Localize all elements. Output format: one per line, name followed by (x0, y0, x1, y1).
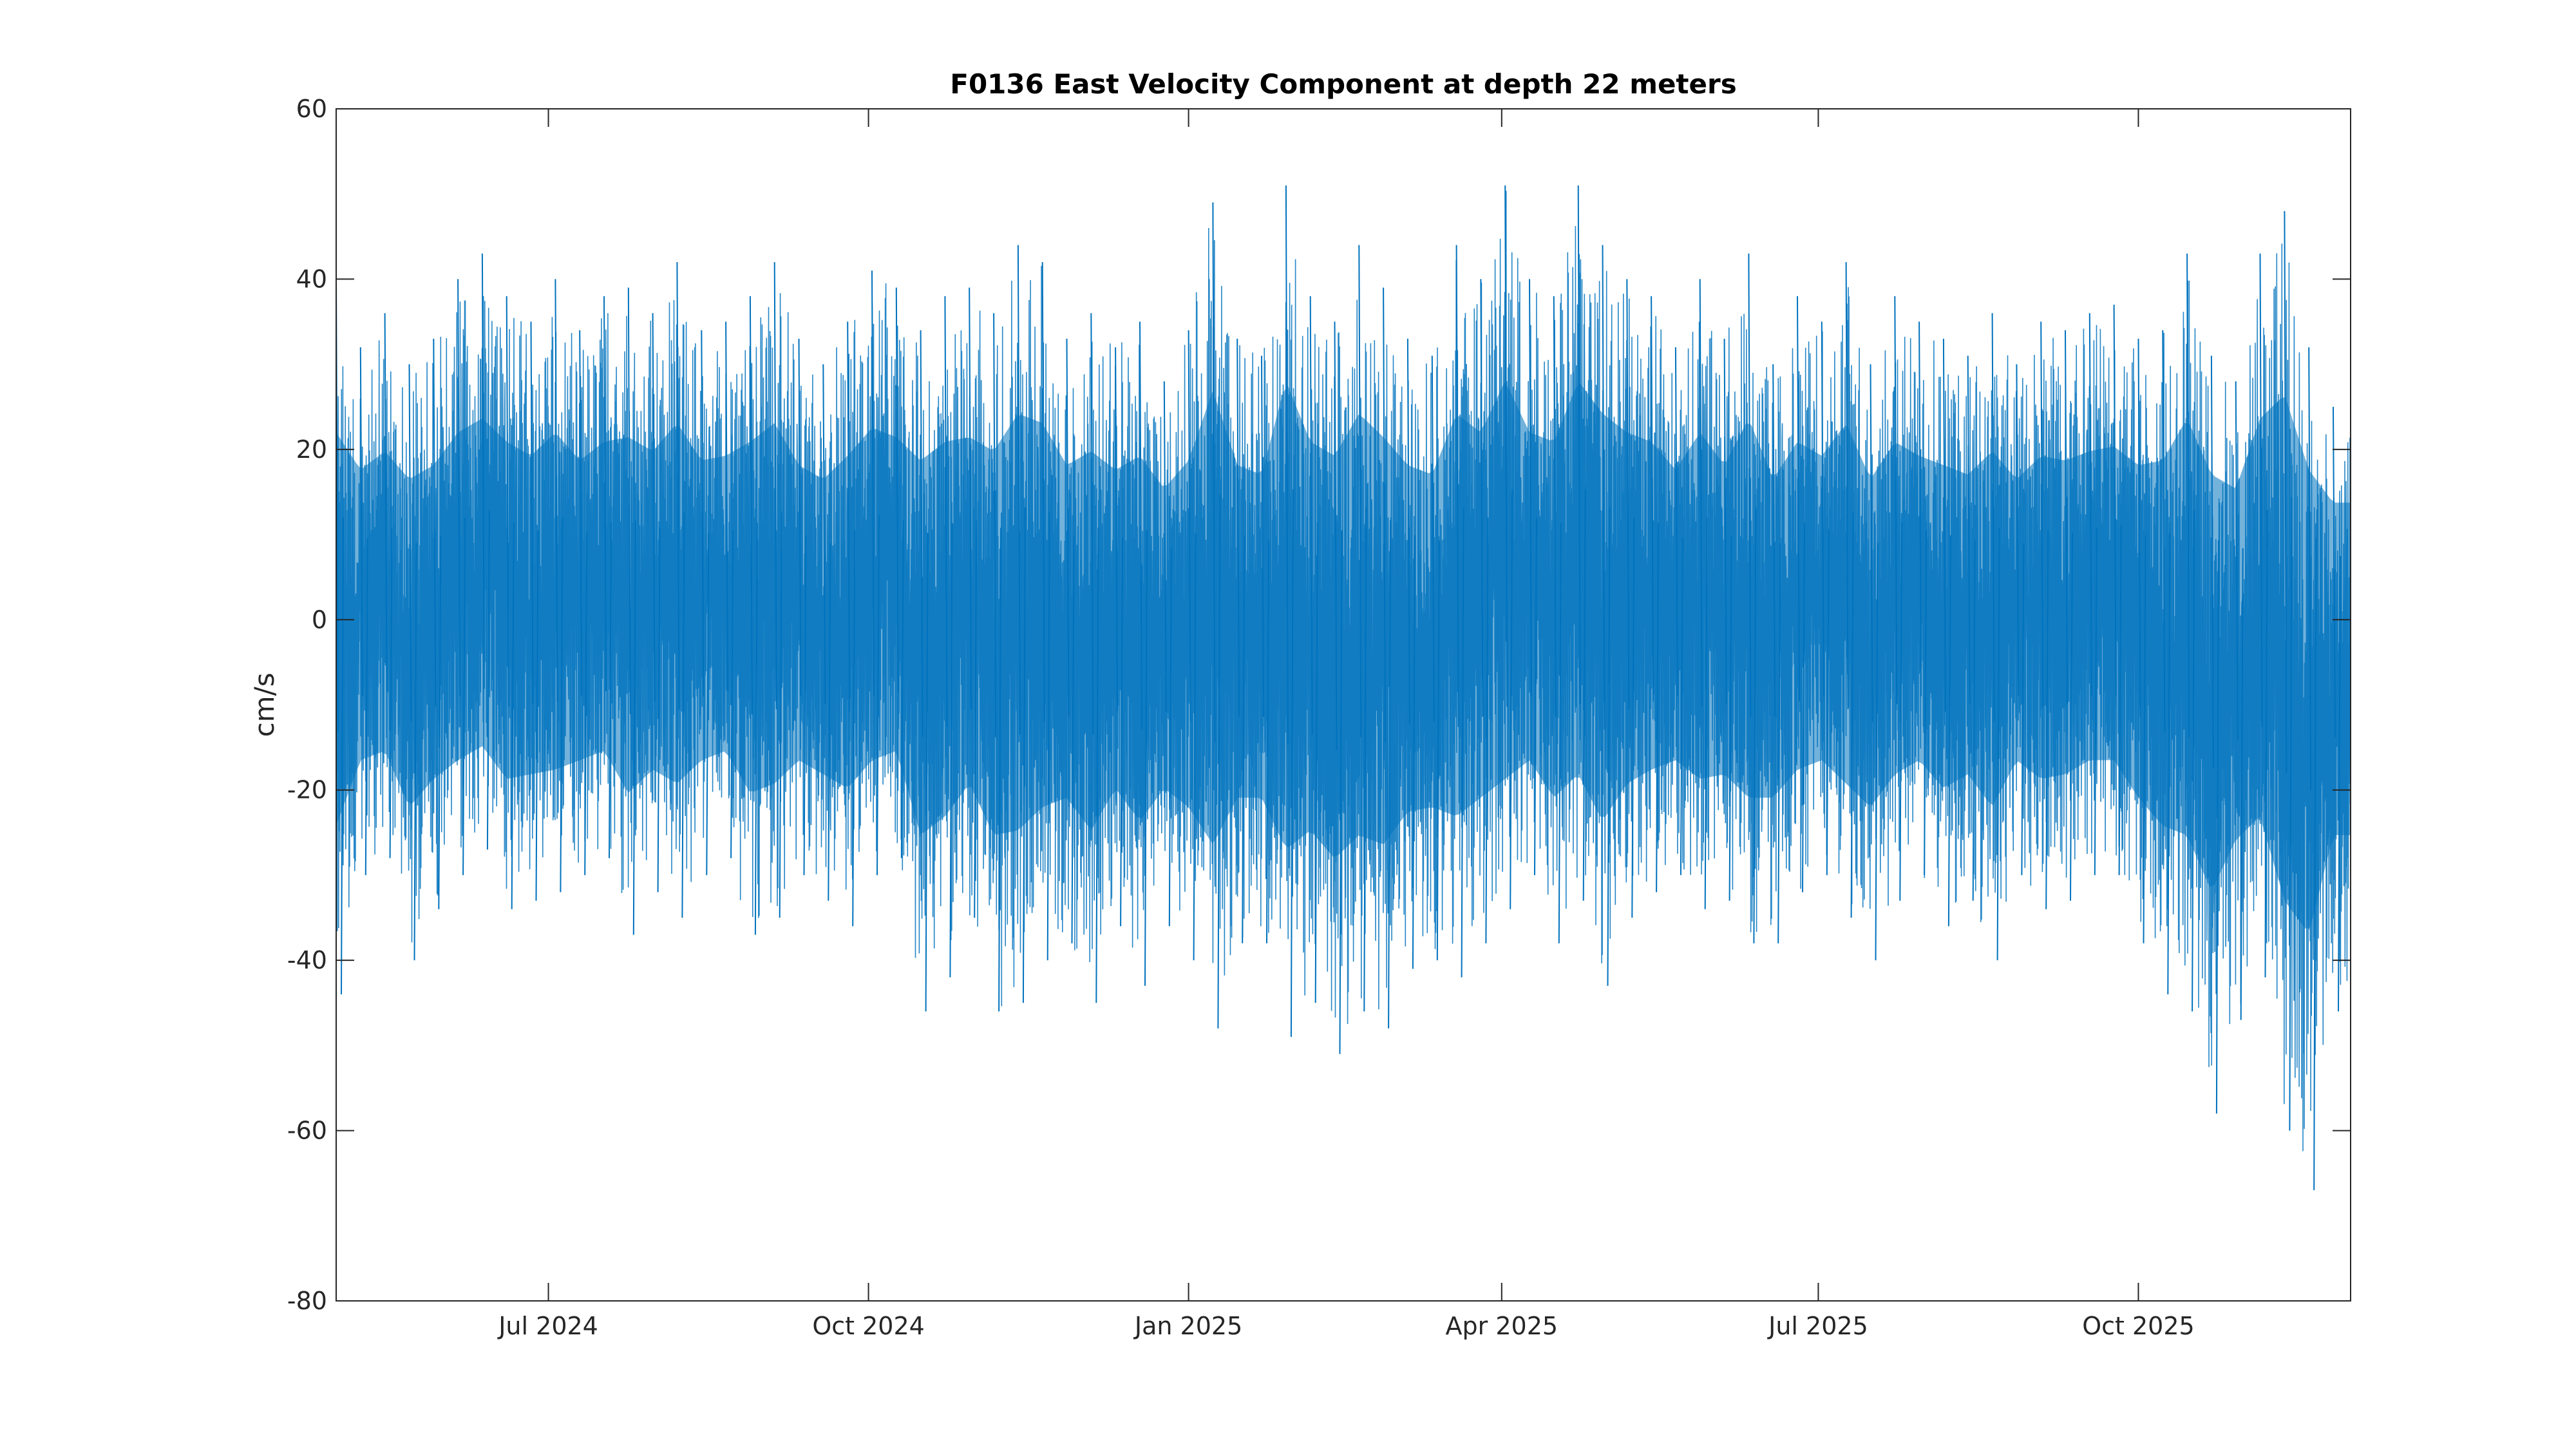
chart-title: F0136 East Velocity Component at depth 2… (950, 68, 1736, 100)
axes-box (336, 108, 2351, 1302)
y-tick-label: 20 (296, 435, 327, 464)
y-axis-ticks: 60 40 20 0 -20 -40 -60 -80 (287, 95, 2351, 1315)
x-tick-label: Jul 2024 (497, 1312, 598, 1340)
y-tick-label: -80 (287, 1287, 327, 1315)
y-tick-label: -40 (287, 946, 327, 974)
y-tick-label: 40 (296, 265, 327, 293)
x-tick-label: Oct 2024 (812, 1312, 925, 1340)
series-peaks (336, 185, 2341, 1191)
series-layer (336, 185, 2351, 1191)
x-tick-label: Oct 2025 (2082, 1312, 2195, 1340)
series-line (336, 191, 2351, 1151)
y-tick-label: 0 (312, 605, 327, 634)
x-tick-label: Apr 2025 (1446, 1312, 1558, 1340)
y-tick-label: 60 (296, 95, 327, 123)
y-tick-label: -60 (287, 1117, 327, 1145)
x-axis-ticks: Jul 2024 Oct 2024 Jan 2025 Apr 2025 Jul 2025… (497, 109, 2195, 1340)
x-tick-label: Jul 2025 (1767, 1312, 1868, 1340)
y-tick-label: -20 (287, 776, 327, 804)
x-tick-label: Jan 2025 (1133, 1312, 1242, 1340)
y-axis-label: cm/s (249, 672, 280, 737)
